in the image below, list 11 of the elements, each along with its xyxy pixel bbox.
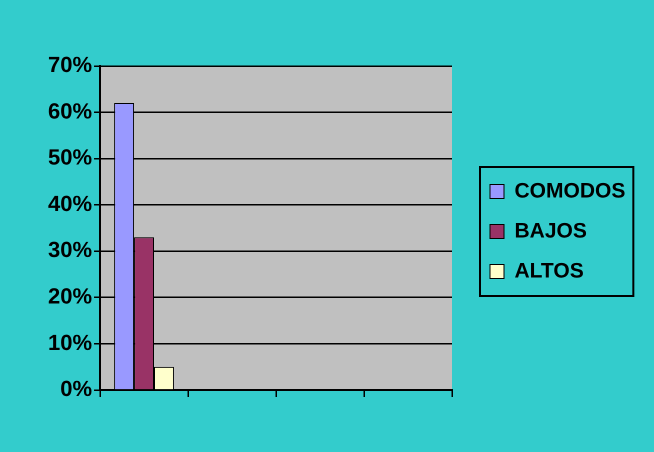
y-tick-label: 50% [48, 144, 92, 170]
y-tick-label: 20% [48, 283, 92, 308]
y-tick-label: 40% [48, 190, 92, 216]
y-tick-label: 30% [48, 237, 92, 262]
legend-label: ALTOS [514, 259, 584, 282]
legend-label: COMODOS [514, 179, 626, 202]
y-tick-label: 60% [48, 98, 92, 124]
y-tick-label: 10% [48, 330, 92, 355]
legend-label: BAJOS [514, 219, 587, 242]
y-tick-label: 0% [60, 376, 92, 402]
y-tick-label: 70% [48, 52, 92, 78]
